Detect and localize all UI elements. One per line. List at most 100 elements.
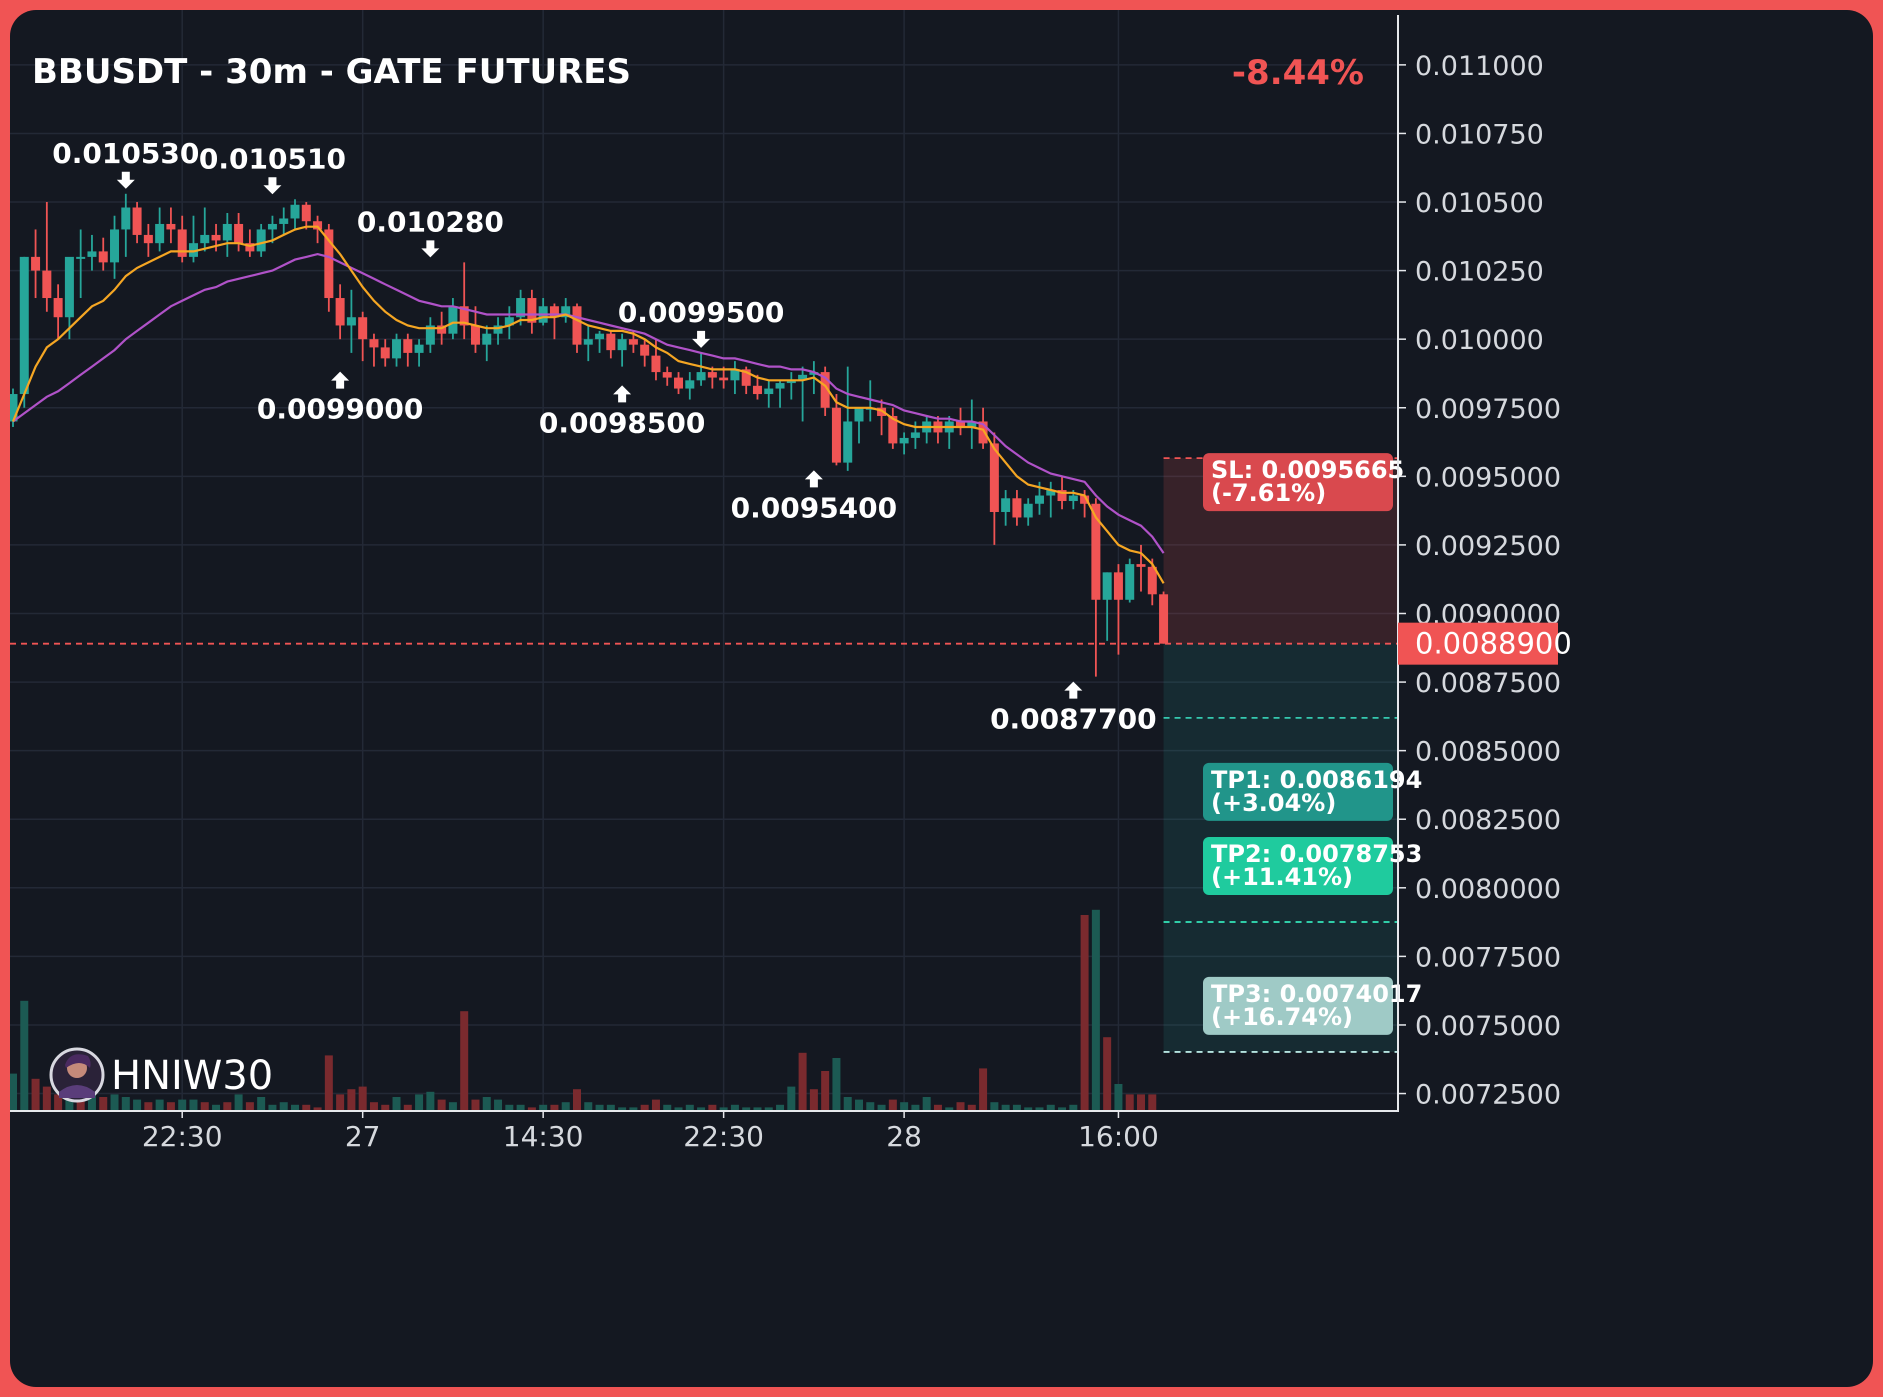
candle-body: [798, 374, 808, 381]
candle-body: [448, 306, 458, 334]
level-price-label: TP1: 0.0086194: [1211, 766, 1422, 794]
candle-body: [1001, 498, 1011, 512]
volume-bar: [933, 1104, 942, 1110]
candle-body: [256, 229, 266, 252]
candle-body: [132, 207, 142, 235]
volume-bar: [584, 1102, 593, 1110]
volume-bar: [900, 1102, 909, 1110]
volume-bar: [888, 1099, 897, 1110]
candle-body: [425, 325, 435, 345]
volume-bar: [257, 1097, 266, 1110]
volume-bar: [843, 1097, 852, 1110]
arrow-up-icon: [613, 385, 632, 403]
candle-body: [110, 229, 120, 263]
low-marker: 0.0087700: [990, 681, 1157, 736]
volume-bar: [798, 1052, 807, 1110]
x-tick-label: 16:00: [1078, 1120, 1159, 1153]
y-tick-label: 0.0092500: [1415, 531, 1561, 562]
candle-body: [764, 388, 774, 395]
candle-body: [290, 204, 300, 219]
volume-bar: [1148, 1094, 1157, 1110]
volume-bar: [640, 1104, 649, 1110]
candle-body: [775, 383, 785, 389]
level-percent-label: (-7.61%): [1211, 479, 1326, 507]
volume-bar: [990, 1102, 999, 1110]
trade-zones: [1163, 458, 1398, 1052]
candle-body: [10, 394, 18, 422]
volume-bar: [866, 1102, 875, 1110]
volume-bar: [922, 1097, 931, 1110]
candle-body: [516, 298, 526, 318]
current-price-tag: 0.0088900: [1398, 622, 1572, 665]
overlay: BBUSDT - 30m - GATE FUTURES -8.44% HNIW3…: [32, 52, 1572, 1103]
volume-bar: [697, 1107, 706, 1110]
volume-bar: [426, 1091, 435, 1110]
candle-body: [978, 421, 988, 444]
volume-bar: [821, 1071, 830, 1110]
level-box-bg: [1203, 976, 1393, 1035]
candle-body: [1102, 572, 1112, 600]
volume-bar: [505, 1104, 514, 1110]
volume-bar: [279, 1102, 288, 1110]
volume-bar: [144, 1102, 153, 1110]
volume-bar: [200, 1102, 209, 1110]
volume-bar: [764, 1107, 773, 1110]
arrow-down-icon: [421, 240, 440, 258]
low-marker: 0.0099000: [257, 371, 423, 426]
volume-bar: [291, 1104, 299, 1110]
candlestick-chart[interactable]: 0.010530 0.010510 0.010280 0.0099500 0.00990…: [10, 10, 1873, 1387]
candle-body: [741, 369, 751, 386]
candle-body: [877, 407, 887, 416]
volume-bar: [1114, 1084, 1123, 1110]
y-tick-label: 0.0082500: [1415, 805, 1561, 836]
candle-body: [1068, 495, 1078, 502]
candle-body: [820, 372, 830, 408]
volume-bar: [1137, 1094, 1145, 1110]
candle-body: [685, 380, 695, 389]
candle-body: [470, 325, 480, 345]
candle-body: [53, 298, 63, 318]
y-tick-label: 0.0097500: [1415, 394, 1561, 425]
low-marker: 0.0095400: [731, 470, 897, 524]
y-tick-label: 0.010500: [1415, 188, 1544, 219]
volume-bar: [877, 1104, 886, 1110]
volume-bar: [54, 1094, 63, 1110]
volume-bar: [753, 1107, 762, 1110]
volume-bar: [832, 1058, 841, 1110]
candle-body: [64, 256, 74, 318]
y-tick-label: 0.010000: [1415, 325, 1544, 356]
candle-body: [437, 325, 447, 334]
candle-body: [1159, 594, 1169, 644]
volume-bar: [189, 1099, 198, 1110]
high-label: 0.010280: [357, 205, 504, 238]
level-percent-label: (+11.41%): [1211, 863, 1353, 891]
candle-body: [504, 317, 514, 326]
candle-body: [696, 372, 706, 381]
candle-body: [188, 243, 198, 257]
volume-bar: [1058, 1107, 1067, 1110]
candle-body: [809, 372, 819, 375]
candle-body: [380, 347, 390, 359]
volume-bar: [302, 1104, 311, 1110]
volume-bar: [967, 1104, 976, 1110]
candle-body: [301, 204, 311, 222]
watermark-text: HNIW30: [111, 1053, 273, 1099]
candle-body: [403, 339, 413, 353]
candle-body: [640, 344, 650, 356]
candle-body: [1057, 490, 1067, 502]
volume-bar: [809, 1089, 818, 1110]
candle-body: [155, 223, 165, 244]
level-box-bg: [1203, 837, 1393, 896]
grid: [10, 10, 1398, 1110]
level-box-sl: SL: 0.0095665(-7.61%): [1203, 453, 1404, 512]
candle-body: [177, 229, 187, 257]
candle-body: [414, 344, 424, 353]
volume-bar: [618, 1107, 627, 1110]
volume-bar: [437, 1099, 446, 1110]
volume-bar: [956, 1102, 965, 1110]
arrow-down-icon: [263, 177, 282, 195]
candle-body: [956, 421, 966, 427]
volume-bar: [573, 1089, 581, 1110]
candle-body: [87, 251, 97, 257]
volume-bar: [121, 1097, 130, 1110]
